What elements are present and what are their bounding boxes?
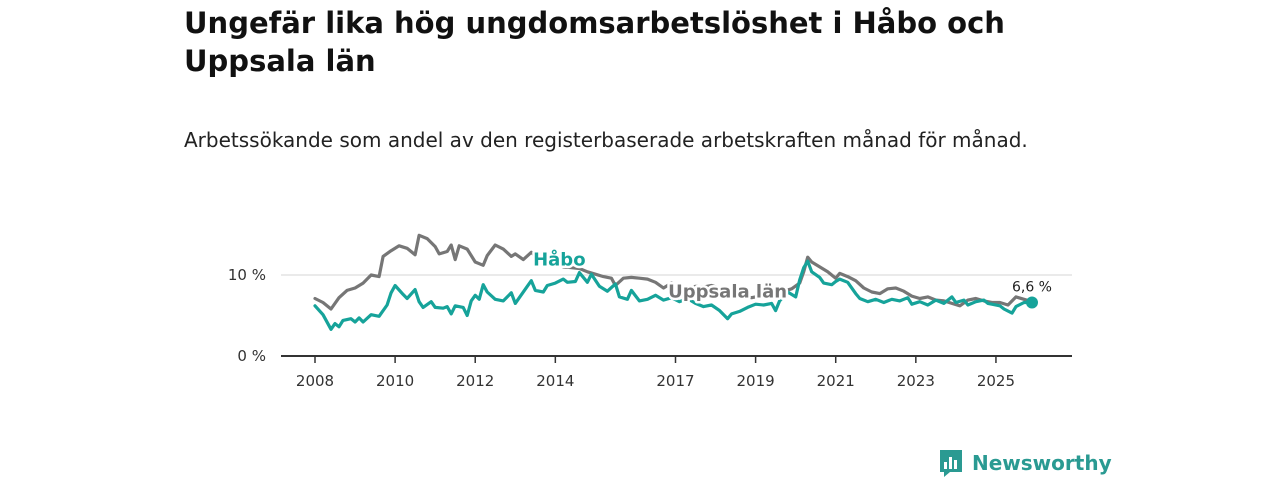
series-lines [313,233,1034,331]
series-label-uppsala-l-n: Uppsala län [668,282,787,303]
x-tick-label: 2017 [656,372,694,390]
gridlines: 0 % 10 % [228,266,1072,365]
brand-logo: Newsworthy [938,448,1112,478]
series-labels: Håbo Uppsala län 6,6 % [531,246,1052,309]
x-tick-label: 2010 [376,372,414,390]
chart-title: Ungefär lika hög ungdomsarbetslöshet i H… [184,6,1005,78]
newsworthy-logo-icon [940,450,962,477]
y-tick-label: 10 % [228,266,266,284]
chart-subtitle: Arbetssökande som andel av den registerb… [184,128,1028,152]
x-tick-label: 2023 [897,372,935,390]
x-tick-label: 2019 [737,372,775,390]
y-tick-label: 0 % [237,347,266,365]
series-label-h-bo: Håbo [533,248,585,270]
x-tick-label: 2021 [817,372,855,390]
x-tick-label: 2014 [536,372,574,390]
brand-name: Newsworthy [972,451,1112,475]
series-line-h-bo [313,259,1034,331]
x-tick-label: 2025 [977,372,1015,390]
x-axis: 2008 2010 2012 2014 2017 2019 2021 2023 2025 [281,355,1072,390]
end-value-label: 6,6 % [1012,280,1052,296]
x-tick-label: 2012 [456,372,494,390]
end-value-dot [1025,296,1038,309]
series-line-uppsala-l-n [313,233,1034,311]
x-tick-label: 2008 [296,372,334,390]
